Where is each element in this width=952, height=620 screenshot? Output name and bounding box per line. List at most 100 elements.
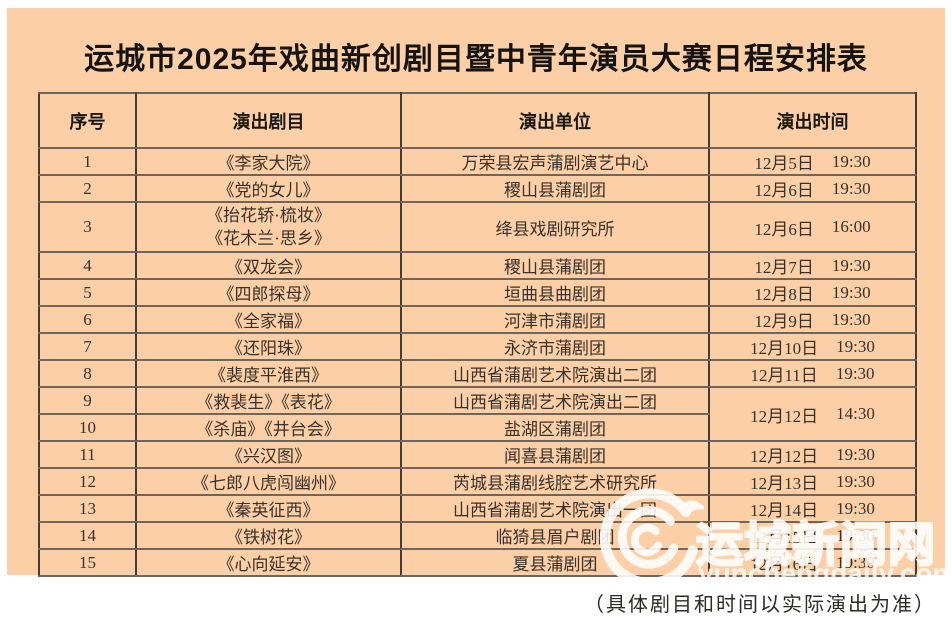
row-no: 1 (38, 147, 137, 176)
row-unit: 盐湖区蒲剧团 (400, 413, 710, 442)
row-unit: 河津市蒲剧团 (400, 305, 710, 334)
row-no: 8 (38, 359, 137, 388)
show-time: 19:30 (831, 282, 871, 302)
table-row: 3 《抬花轿·梳妆》 《花木兰·思乡》 绛县戏剧研究所 12月6日 16:00 (38, 201, 917, 253)
row-time: 12月6日 19:30 (708, 174, 917, 203)
show-time: 19:30 (831, 309, 871, 329)
row-title: 《杀庙》《井台会》 (135, 413, 402, 442)
table-row: 14 《铁树花》 临猗县眉户剧团 12月15日 19:30 (38, 521, 917, 550)
show-title-line2: 《花木兰·思乡》 (206, 229, 331, 248)
row-time: 12月14日 19:30 (708, 494, 917, 523)
show-time: 19:30 (836, 498, 875, 518)
show-date: 12月8日 (754, 285, 814, 304)
show-time: 19:30 (831, 178, 871, 198)
show-date: 12月9日 (754, 312, 814, 331)
row-unit: 山西省蒲剧艺术院演出一团 (400, 494, 710, 523)
show-date: 12月15日 (750, 528, 819, 547)
row-unit: 绛县戏剧研究所 (400, 201, 710, 253)
row-time: 12月16日 19:30 (708, 548, 917, 577)
row-title: 《党的女儿》 (135, 174, 402, 203)
show-time: 19:30 (836, 552, 875, 572)
row-title: 《秦英征西》 (135, 494, 402, 523)
show-title-line1: 《抬花轿·梳妆》 (206, 206, 331, 225)
row-time: 12月5日 19:30 (708, 147, 917, 176)
row-title: 《救裴生》《表花》 (135, 386, 402, 415)
row-unit: 临猗县眉户剧团 (400, 521, 710, 550)
col-header-time: 演出时间 (708, 92, 917, 149)
schedule-table: 序号 演出剧目 演出单位 演出时间 1 《李家大院》 万荣县宏声蒲剧演艺中心 1… (38, 92, 917, 577)
show-date: 12月16日 (750, 555, 819, 574)
show-date: 12月13日 (750, 474, 819, 493)
show-date: 12月6日 (754, 219, 814, 239)
show-date: 12月11日 (750, 366, 818, 385)
table-row: 10 《杀庙》《井台会》 盐湖区蒲剧团 (38, 413, 916, 442)
row-time: 12月9日 19:30 (708, 305, 917, 334)
row-no: 9 (38, 386, 137, 415)
show-time: 14:30 (836, 404, 875, 423)
col-header-unit: 演出单位 (400, 92, 710, 149)
show-time: 19:30 (836, 336, 875, 356)
row-title: 《心向延安》 (135, 548, 402, 577)
page-title: 运城市2025年戏曲新创剧目暨中青年演员大赛日程安排表 (84, 43, 868, 76)
row-title: 《双龙会》 (135, 251, 402, 280)
row-unit: 稷山县蒲剧团 (400, 251, 710, 280)
row-no: 2 (38, 174, 137, 203)
row-time: 12月11日 19:30 (708, 359, 917, 388)
row-time: 12月8日 19:30 (708, 278, 917, 307)
footnote: （具体剧目和时间以实际演出为准） (584, 594, 936, 616)
show-date: 12月10日 (750, 339, 819, 358)
row-time: 12月13日 19:30 (708, 467, 917, 496)
row-no: 15 (38, 548, 137, 577)
row-unit: 万荣县宏声蒲剧演艺中心 (400, 147, 710, 176)
row-title: 《抬花轿·梳妆》 《花木兰·思乡》 (135, 201, 402, 253)
table-row: 13 《秦英征西》 山西省蒲剧艺术院演出一团 12月14日 19:30 (38, 494, 917, 523)
table-row: 11 《兴汉图》 闻喜县蒲剧团 12月12日 19:30 (38, 440, 917, 469)
show-date: 12月5日 (754, 154, 814, 173)
row-title: 《四郎探母》 (135, 278, 402, 307)
poster-background: 运城市2025年戏曲新创剧目暨中青年演员大赛日程安排表 序号 演出剧目 演出单位… (7, 8, 945, 577)
table-row: 4 《双龙会》 稷山县蒲剧团 12月7日 19:30 (38, 251, 917, 280)
row-no: 6 (38, 305, 137, 334)
row-time: 12月15日 19:30 (708, 521, 917, 550)
show-date: 12月7日 (754, 258, 814, 277)
row-unit: 闻喜县蒲剧团 (400, 440, 710, 469)
row-no: 11 (38, 440, 137, 469)
row-time: 12月12日 19:30 (708, 440, 917, 469)
row-unit: 芮城县蒲剧线腔艺术研究所 (400, 467, 710, 496)
row-title: 《李家大院》 (135, 147, 402, 176)
table-row: 2 《党的女儿》 稷山县蒲剧团 12月6日 19:30 (38, 174, 917, 203)
row-no: 14 (38, 521, 137, 550)
row-title: 《七郎八虎闯幽州》 (135, 467, 402, 496)
show-date: 12月12日 (750, 406, 819, 426)
header-row: 序号 演出剧目 演出单位 演出时间 (38, 92, 917, 149)
show-date: 12月6日 (754, 181, 814, 200)
show-date: 12月14日 (750, 501, 819, 520)
row-time: 12月7日 19:30 (708, 251, 917, 280)
table-row: 5 《四郎探母》 垣曲县曲剧团 12月8日 19:30 (38, 278, 917, 307)
show-time: 19:30 (831, 255, 871, 275)
row-title: 《全家福》 (135, 305, 402, 334)
table-row: 6 《全家福》 河津市蒲剧团 12月9日 19:30 (38, 305, 917, 334)
show-time: 19:30 (836, 444, 875, 464)
row-no: 5 (38, 278, 137, 307)
row-title: 《兴汉图》 (135, 440, 402, 469)
row-title: 《裴度平淮西》 (135, 359, 402, 388)
row-no: 13 (38, 494, 137, 523)
show-time: 19:30 (835, 363, 875, 383)
table-row: 9 《救裴生》《表花》 山西省蒲剧艺术院演出二团 12月12日 14:30 (38, 386, 917, 442)
table-row: 7 《还阳珠》 永济市蒲剧团 12月10日 19:30 (38, 332, 917, 361)
row-unit: 永济市蒲剧团 (400, 332, 710, 361)
show-date: 12月12日 (750, 447, 819, 466)
row-unit: 山西省蒲剧艺术院演出二团 (400, 359, 710, 388)
row-title: 《还阳珠》 (135, 332, 402, 361)
row-no: 10 (38, 413, 137, 442)
show-time: 19:30 (831, 151, 871, 171)
table-row: 15 《心向延安》 夏县蒲剧团 12月16日 19:30 (38, 548, 917, 577)
row-time-merged: 12月12日 14:30 (708, 386, 917, 442)
row-unit: 夏县蒲剧团 (400, 548, 710, 577)
show-time: 16:00 (831, 217, 871, 236)
row-no: 4 (38, 251, 137, 280)
row-no: 7 (38, 332, 137, 361)
row-time: 12月6日 16:00 (708, 201, 917, 253)
row-title: 《铁树花》 (135, 521, 402, 550)
